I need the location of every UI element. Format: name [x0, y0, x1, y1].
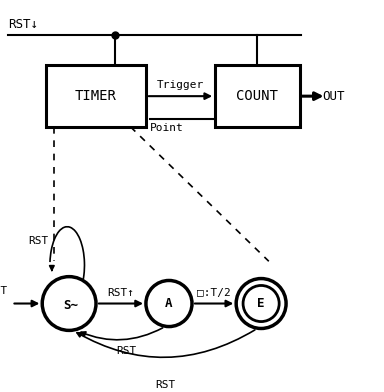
Circle shape: [42, 277, 96, 330]
Text: RST↓: RST↓: [8, 18, 38, 31]
Text: COUNT: COUNT: [236, 89, 278, 103]
Text: Trigger: Trigger: [157, 80, 204, 91]
Text: RST: RST: [0, 286, 8, 296]
Text: RST↑: RST↑: [108, 288, 134, 298]
Text: RST: RST: [28, 236, 48, 246]
Bar: [46, 65, 146, 127]
Text: RST: RST: [117, 346, 137, 356]
Text: S∼: S∼: [63, 299, 79, 312]
Circle shape: [146, 281, 192, 327]
Circle shape: [236, 279, 286, 328]
Text: □:T/2: □:T/2: [197, 288, 231, 298]
Text: OUT: OUT: [323, 90, 345, 103]
Text: TIMER: TIMER: [75, 89, 117, 103]
Text: RST: RST: [155, 380, 175, 390]
Text: Point: Point: [150, 123, 184, 133]
Circle shape: [243, 285, 279, 321]
Text: E: E: [257, 297, 265, 310]
Text: A: A: [165, 297, 173, 310]
Bar: [215, 65, 300, 127]
